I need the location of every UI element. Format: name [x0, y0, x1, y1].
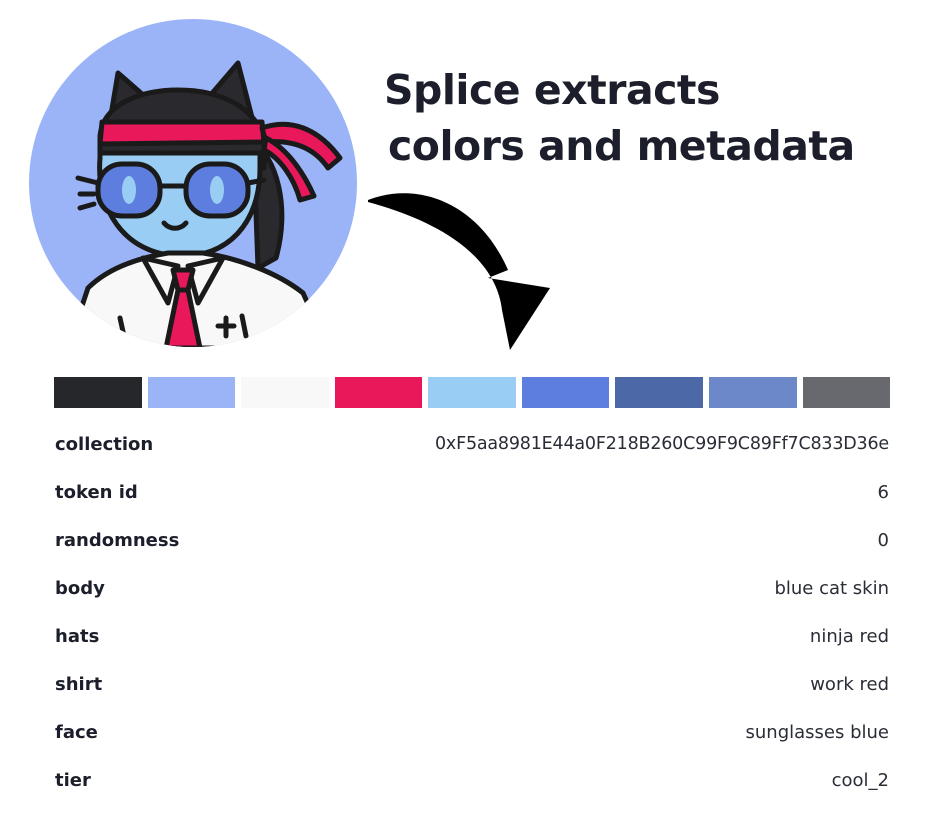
metadata-value: work red	[810, 673, 889, 695]
metadata-key: token id	[55, 481, 138, 503]
metadata-value: blue cat skin	[774, 577, 889, 599]
headline: Splice extracts colors and metadata	[384, 62, 855, 174]
color-swatch-5	[428, 377, 516, 408]
metadata-key: randomness	[55, 529, 180, 551]
color-palette	[54, 377, 891, 408]
metadata-row-face: face sunglasses blue	[55, 708, 889, 756]
metadata-value: 0xF5aa8981E44a0F218B260C99F9C89Ff7C833D3…	[434, 434, 889, 454]
color-swatch-3	[241, 377, 329, 408]
metadata-row-body: body blue cat skin	[55, 564, 889, 612]
color-swatch-7	[615, 377, 703, 408]
cool-cat-avatar-icon	[28, 18, 358, 348]
metadata-value: sunglasses blue	[745, 721, 890, 743]
color-swatch-8	[708, 377, 797, 408]
color-swatch-2	[147, 377, 236, 408]
metadata-key: shirt	[55, 673, 103, 695]
color-swatch-9	[802, 377, 891, 408]
color-swatch-4	[334, 377, 423, 408]
metadata-row-tier: tier cool_2	[55, 756, 889, 804]
headline-line-1: Splice extracts	[384, 66, 720, 114]
metadata-key: collection	[55, 433, 154, 455]
metadata-row-randomness: randomness 0	[55, 516, 889, 564]
metadata-value: 0	[877, 529, 889, 551]
curved-arrow-down-icon	[360, 180, 560, 360]
metadata-row-collection: collection 0xF5aa8981E44a0F218B260C99F9C…	[55, 420, 889, 468]
metadata-value: ninja red	[809, 625, 889, 647]
metadata-value: cool_2	[831, 769, 889, 791]
metadata-key: hats	[55, 625, 100, 647]
metadata-list: collection 0xF5aa8981E44a0F218B260C99F9C…	[55, 420, 889, 804]
color-swatch-1	[54, 377, 142, 408]
metadata-row-hats: hats ninja red	[55, 612, 889, 660]
metadata-row-token-id: token id 6	[55, 468, 889, 516]
metadata-key: tier	[55, 769, 91, 791]
color-swatch-6	[521, 377, 610, 408]
metadata-key: face	[55, 721, 98, 743]
metadata-key: body	[55, 577, 105, 599]
metadata-row-shirt: shirt work red	[55, 660, 889, 708]
headline-line-2: colors and metadata	[388, 122, 855, 170]
metadata-value: 6	[877, 481, 889, 503]
